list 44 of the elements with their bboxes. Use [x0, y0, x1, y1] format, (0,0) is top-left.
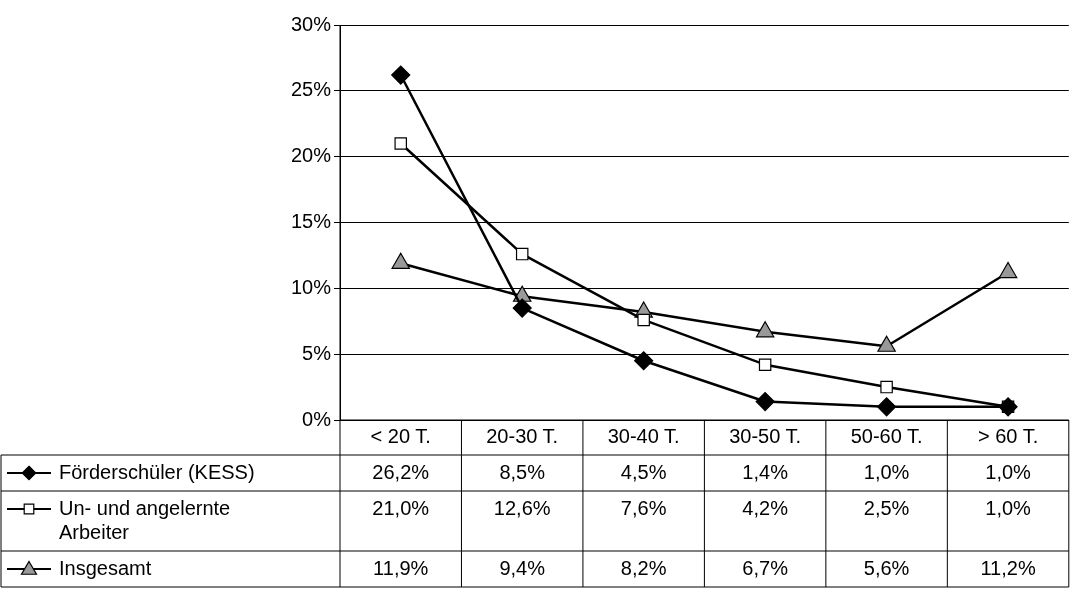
point: [394, 137, 407, 150]
point: [758, 358, 772, 371]
y-tick-label: 0%: [302, 407, 332, 430]
y-tick-label: 5%: [302, 341, 332, 364]
point: [637, 313, 650, 327]
data-label: 1,0%: [985, 496, 1032, 519]
y-tick-label: 30%: [290, 12, 332, 35]
x-tick-label: 50-60 T.: [850, 425, 923, 448]
point: [515, 247, 529, 261]
data-label: 26,2%: [372, 460, 430, 483]
data-label: 21,0%: [372, 496, 430, 519]
data-label: 8,5%: [499, 460, 546, 483]
y-tick-label: 15%: [290, 210, 332, 233]
point: [877, 397, 897, 417]
data-label: 4,5%: [620, 460, 667, 483]
y-tick-label: 20%: [290, 144, 332, 167]
y-tick-label: 10%: [290, 275, 332, 298]
data-label: 5,6%: [863, 556, 910, 579]
data-label: 2,5%: [863, 496, 910, 519]
point: [512, 298, 532, 318]
legend-label: Förderschüler (KESS): [59, 460, 255, 483]
x-tick-label: > 60 T.: [977, 425, 1039, 448]
x-tick-label: 30-40 T.: [607, 425, 680, 448]
x-tick-label: < 20 T.: [370, 425, 431, 448]
data-label: 1,0%: [863, 460, 910, 483]
data-label: 11,2%: [980, 556, 1036, 579]
data-label: 11,9%: [373, 556, 429, 579]
x-tick-label: 30-50 T.: [729, 425, 802, 448]
data-label: 4,2%: [742, 496, 789, 519]
data-label: 9,4%: [499, 556, 546, 579]
data-label: 1,0%: [985, 460, 1032, 483]
point: [391, 65, 411, 85]
data-label: 12,6%: [493, 496, 551, 519]
data-label: 7,6%: [620, 496, 667, 519]
x-tick-label: 20-30 T.: [486, 425, 559, 448]
data-label: 8,2%: [620, 556, 667, 579]
point: [755, 391, 775, 412]
data-label: 1,4%: [742, 460, 789, 483]
y-tick-label: 25%: [290, 78, 332, 101]
data-label: 6,7%: [742, 556, 789, 579]
point: [634, 351, 654, 371]
point: [880, 380, 893, 394]
legend-label: Un- und angelernte Arbeiter: [59, 496, 231, 543]
legend-label: Insgesamt: [59, 556, 152, 579]
